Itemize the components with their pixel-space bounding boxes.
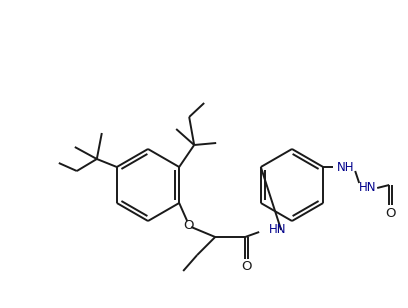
Text: O: O: [183, 218, 193, 232]
Text: HN: HN: [358, 180, 376, 193]
Text: NH: NH: [337, 160, 354, 173]
Text: O: O: [385, 206, 395, 220]
Text: HN: HN: [269, 222, 287, 236]
Text: O: O: [241, 261, 251, 274]
